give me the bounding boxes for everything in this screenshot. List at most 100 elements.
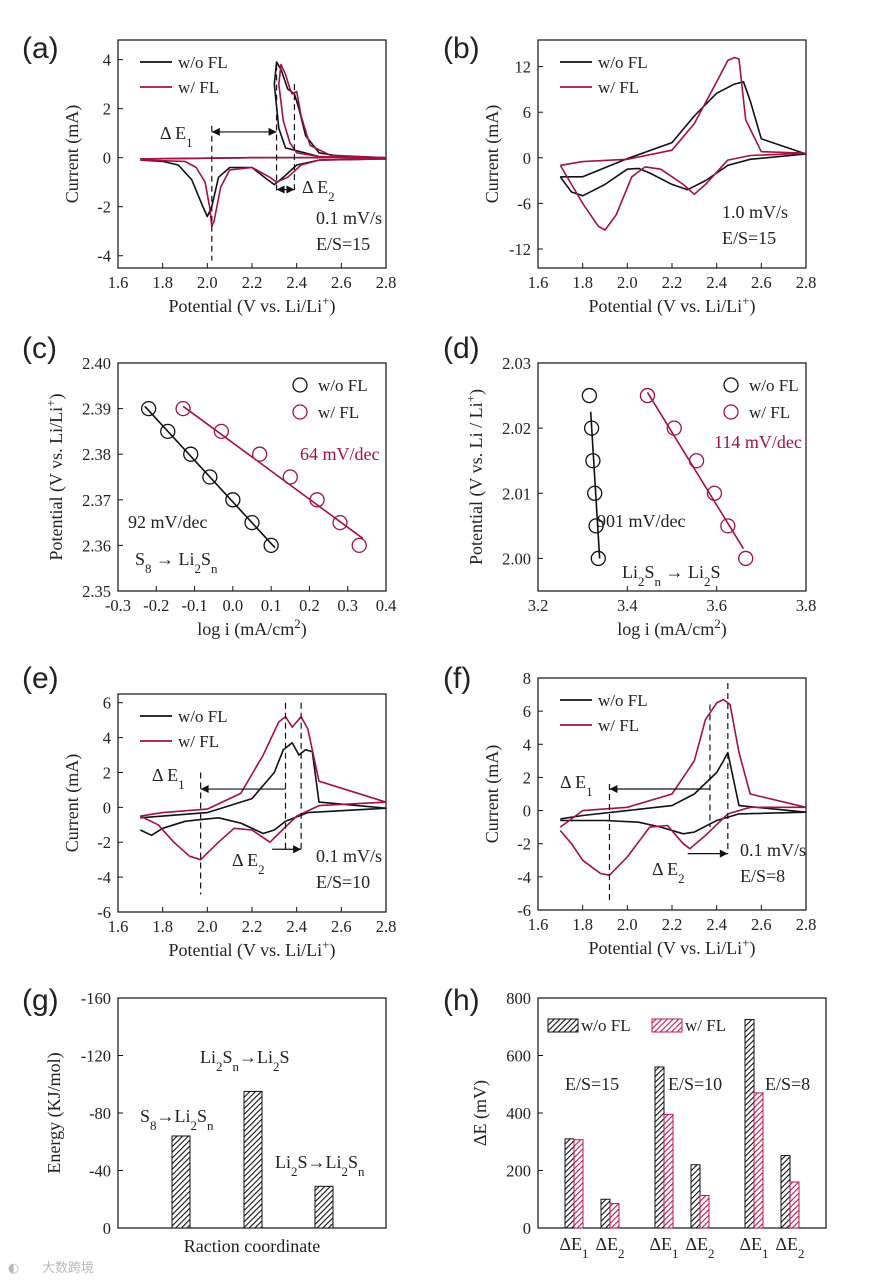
delta-e2-label: Δ E2: [232, 850, 265, 877]
text-run: 1: [586, 784, 592, 799]
y-tick-label: -4: [97, 247, 111, 266]
y-axis-label: Current (mA): [62, 754, 83, 852]
x-tick-label: 1.8: [152, 917, 173, 936]
x-tick-label: 2.0: [617, 915, 638, 934]
x-tick-label: 2.4: [286, 273, 307, 292]
x-tick-label: 3.2: [528, 596, 549, 615]
legend-label: w/ FL: [178, 732, 219, 751]
reaction-label: Li2Sn → Li2S: [622, 562, 720, 589]
fit-line: [182, 405, 364, 540]
x-tick-label: 2.0: [197, 273, 218, 292]
scan-rate-label: 0.1 mV/s: [316, 846, 382, 866]
y-tick-label: 2.39: [82, 400, 111, 419]
text-run: ΔE: [559, 1234, 582, 1254]
y-tick-label: 2: [523, 768, 531, 787]
y-tick-label: -4: [97, 868, 111, 887]
y-tick-label: -4: [517, 868, 531, 887]
x-tick-label: 3.4: [617, 596, 638, 615]
x-tick-label: 2.6: [751, 915, 772, 934]
series-wofl: [559, 81, 807, 197]
text-run: 2: [704, 574, 710, 589]
x-tick-label: 1.6: [108, 273, 129, 292]
group-label: E/S=15: [565, 1074, 619, 1094]
text-run: ΔE: [739, 1234, 762, 1254]
energy-bar: [243, 1090, 263, 1229]
panel-label-a: (a): [22, 32, 59, 65]
chart-b: 1.6 1.8 2.0 2.2 2.4 2.6 2.8 -12 -6 0 6 12 Potential …: [482, 39, 816, 318]
text-run: 1: [582, 1246, 588, 1261]
y-tick-label: 6: [523, 103, 531, 122]
bar-w-fl: [753, 1092, 764, 1229]
y-tick-label: 0: [523, 802, 531, 821]
es-ratio-label: E/S=8: [740, 866, 785, 886]
data-point: [666, 420, 682, 436]
y-tick-label: 12: [515, 58, 532, 77]
text-run: 2: [294, 616, 300, 631]
text-run: Δ E: [160, 123, 186, 143]
text-run: n: [207, 1118, 214, 1133]
legend-label: w/o FL: [318, 376, 368, 395]
y-tick-label: 4: [103, 51, 111, 70]
x-tick-label: 2.4: [706, 915, 727, 934]
x-tick-label: 2.4: [286, 917, 307, 936]
x-tick-label: 0.4: [376, 596, 397, 615]
slope-label-w-fl: 64 mV/dec: [300, 444, 379, 464]
data-point: [581, 387, 598, 404]
text-run: ΔE: [775, 1234, 798, 1254]
x-tick-label: 2.0: [617, 273, 638, 292]
arrow-head: [200, 785, 209, 794]
panel-label-g: (g): [22, 984, 59, 1017]
y-axis-label: Potential (V vs. Li/Li+): [43, 394, 68, 561]
text-run: → Li: [661, 562, 704, 582]
x-axis-label: Potential (V vs. Li/Li+): [589, 935, 756, 960]
text-run: S: [279, 1047, 289, 1067]
data-point: [639, 387, 656, 404]
legend-label: w/o FL: [581, 1016, 631, 1035]
y-tick-label: 0: [523, 149, 531, 168]
y-tick-label: 2.37: [82, 491, 111, 510]
x-tick-label: 0.3: [337, 596, 358, 615]
text-run: ): [749, 938, 755, 959]
data-point: [720, 518, 736, 534]
data-point: [583, 420, 600, 436]
text-run: n: [358, 1164, 365, 1179]
text-run: → Li: [152, 549, 195, 569]
legend-marker: [723, 404, 739, 420]
text-run: 2: [638, 574, 644, 589]
text-run: →Li: [308, 1152, 342, 1172]
x-tick-label: 1.6: [528, 273, 549, 292]
panel-label-h: (h): [443, 984, 480, 1017]
arrow-head: [211, 127, 220, 136]
data-point: [332, 514, 348, 531]
data-point: [160, 423, 176, 440]
x-axis-label: Potential (V vs. Li/Li+): [589, 293, 756, 318]
x-tick-label: 2.8: [796, 915, 817, 934]
bar-wo-fl: [744, 1019, 755, 1229]
text-run: S: [140, 1106, 150, 1126]
legend-label: w/ FL: [318, 403, 359, 422]
figure-panels: (a) (b) (c) (d) (e) (f) (g) (h) 1.6 1.8 2.0 2.2 2.4 2…: [22, 32, 827, 1261]
y-tick-label: 2: [103, 100, 111, 119]
data-point: [183, 446, 199, 462]
x-tick-label: 2.6: [331, 273, 352, 292]
energy-bar: [171, 1135, 191, 1229]
bar-wo-fl: [564, 1138, 575, 1229]
text-run: +: [43, 400, 58, 407]
y-axis-label: Potential (V vs. Li / Li+): [463, 389, 488, 565]
y-tick-label: -160: [81, 989, 111, 1008]
y-tick-label: 2.36: [82, 536, 111, 555]
legend-label: w/ FL: [598, 716, 639, 735]
y-tick-label: 600: [506, 1047, 531, 1066]
fit-line: [646, 391, 745, 550]
x-tick-label: 0.1: [261, 596, 282, 615]
slope-label-w-fl: 114 mV/dec: [714, 432, 802, 452]
legend-marker: [723, 377, 739, 393]
text-run: Current (mA): [482, 105, 503, 203]
y-axis-label: Current (mA): [482, 105, 503, 203]
y-tick-label: 2.00: [502, 549, 531, 568]
text-run: →Li: [239, 1047, 273, 1067]
data-point: [351, 537, 367, 554]
x-tick-label: -0.3: [105, 596, 131, 615]
